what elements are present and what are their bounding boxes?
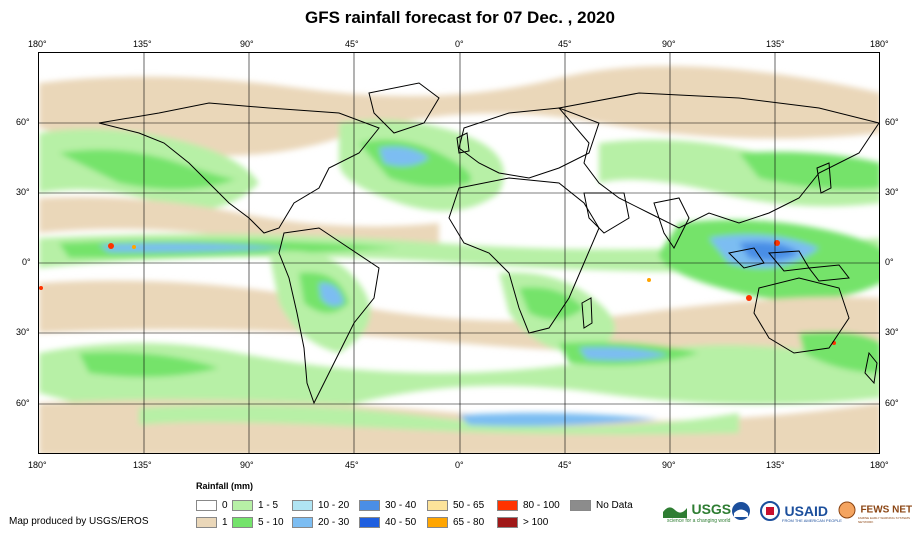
legend-item: 80 - 100 — [497, 500, 560, 511]
legend-item: 5 - 10 — [232, 517, 284, 528]
legend-swatch — [570, 500, 591, 511]
legend-item: No Data — [570, 500, 633, 511]
lon-label: 45° — [345, 39, 359, 49]
legend-swatch — [497, 500, 518, 511]
lon-label: 0° — [455, 39, 464, 49]
usaid-seal-icon — [760, 501, 780, 521]
lat-label: 60° — [885, 117, 899, 127]
legend-label: 5 - 10 — [258, 517, 284, 528]
legend-label: 30 - 40 — [385, 500, 417, 511]
legend-swatch — [196, 500, 217, 511]
legend-swatch — [359, 517, 380, 528]
lat-label: 30° — [16, 327, 30, 337]
fewsnet-wordmark: FEWS NET — [860, 504, 913, 516]
legend-label: 1 — [222, 517, 228, 528]
legend-item: 0 — [196, 500, 228, 511]
lon-label: 45° — [558, 39, 572, 49]
lat-label: 30° — [16, 187, 30, 197]
graticule — [39, 53, 879, 453]
legend-swatch — [497, 517, 518, 528]
legend-swatch — [359, 500, 380, 511]
rainfall-fields — [39, 66, 879, 453]
legend-label: 20 - 30 — [318, 517, 350, 528]
legend-item: 40 - 50 — [359, 517, 416, 528]
lat-label: 60° — [16, 117, 30, 127]
fewsnet-logo: FEWS NET FAMINE EARLY WARNING SYSTEMS NE… — [838, 501, 920, 524]
lon-label: 0° — [455, 460, 464, 470]
legend-swatch — [232, 517, 253, 528]
lon-label: 90° — [662, 460, 676, 470]
lon-label: 135° — [133, 39, 152, 49]
legend-label: 65 - 80 — [453, 517, 485, 528]
credit-text: Map produced by USGS/EROS — [9, 516, 149, 527]
rainfall-map-svg — [39, 53, 879, 453]
legend-label: No Data — [596, 500, 633, 511]
legend-item: 1 — [196, 517, 228, 528]
legend-item: 1 - 5 — [232, 500, 278, 511]
usaid-logo: USAID FROM THE AMERICAN PEOPLE — [760, 501, 842, 523]
lat-label: 30° — [885, 187, 899, 197]
noaa-logo — [731, 501, 751, 526]
legend-item: 20 - 30 — [292, 517, 349, 528]
legend-label: 40 - 50 — [385, 517, 417, 528]
legend-swatch — [232, 500, 253, 511]
country-boundaries — [98, 82, 879, 405]
legend-item: > 100 — [497, 517, 548, 528]
legend-item: 65 - 80 — [427, 517, 484, 528]
legend-item: 50 - 65 — [427, 500, 484, 511]
lon-label: 45° — [345, 460, 359, 470]
legend-swatch — [292, 517, 313, 528]
usgs-tagline: science for a changing world — [667, 518, 731, 525]
lat-label: 60° — [885, 398, 899, 408]
legend-item: 10 - 20 — [292, 500, 349, 511]
lon-label: 45° — [558, 460, 572, 470]
lat-label: 30° — [885, 327, 899, 337]
fewsnet-globe-icon — [838, 501, 856, 519]
lon-label: 135° — [766, 460, 785, 470]
lon-label: 180° — [28, 460, 47, 470]
rainfall-map[interactable] — [38, 52, 880, 454]
fewsnet-tagline: FAMINE EARLY WARNING SYSTEMS NETWORK — [858, 516, 910, 525]
legend-label: 80 - 100 — [523, 500, 560, 511]
legend-label: 0 — [222, 500, 228, 511]
legend-label: > 100 — [523, 517, 549, 528]
lat-label: 0° — [885, 257, 894, 267]
legend-swatch — [196, 517, 217, 528]
lon-label: 90° — [662, 39, 676, 49]
lon-label: 90° — [240, 460, 254, 470]
legend-swatch — [292, 500, 313, 511]
lon-label: 180° — [870, 39, 889, 49]
lon-label: 180° — [28, 39, 47, 49]
legend-label: 50 - 65 — [453, 500, 485, 511]
heavy-rain-spots — [39, 240, 836, 345]
legend-swatch — [427, 517, 448, 528]
legend-label: 1 - 5 — [258, 500, 279, 511]
legend-item: 30 - 40 — [359, 500, 416, 511]
map-title: GFS rainfall forecast for 07 Dec. , 2020 — [305, 8, 615, 27]
usaid-wordmark: USAID — [784, 503, 829, 519]
lon-label: 135° — [766, 39, 785, 49]
usaid-tagline: FROM THE AMERICAN PEOPLE — [782, 518, 842, 523]
usgs-logo: USGS science for a changing world — [663, 500, 731, 524]
usgs-wave-icon — [663, 507, 687, 518]
noaa-icon — [732, 502, 750, 520]
lat-label: 60° — [16, 398, 30, 408]
lon-label: 180° — [870, 460, 889, 470]
lon-label: 90° — [240, 39, 254, 49]
legend-swatch — [427, 500, 448, 511]
legend-title: Rainfall (mm) — [196, 481, 254, 491]
lon-label: 135° — [133, 460, 152, 470]
lat-label: 0° — [22, 257, 31, 267]
legend-label: 10 - 20 — [318, 500, 350, 511]
usgs-wordmark: USGS — [691, 501, 732, 517]
